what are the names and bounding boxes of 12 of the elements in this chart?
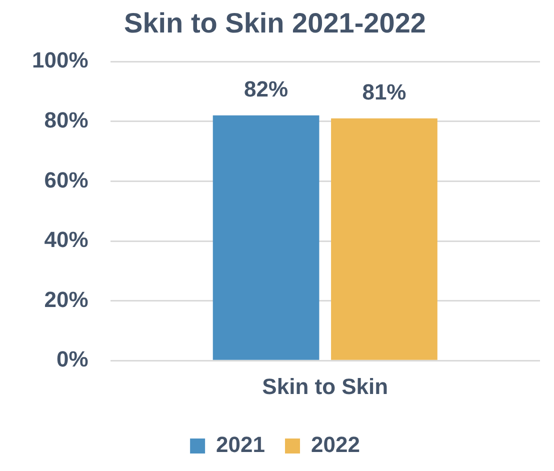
chart-title: Skin to Skin 2021-2022: [124, 8, 426, 39]
legend-label: 2022: [311, 432, 360, 458]
y-tick-label: 40%: [44, 227, 88, 252]
data-label: 82%: [244, 76, 288, 102]
y-tick-label: 80%: [44, 107, 88, 132]
data-label: 81%: [362, 79, 406, 104]
y-tick-label: 60%: [44, 167, 88, 192]
x-tick-label: Skin to Skin: [262, 374, 388, 399]
y-tick-label: 0%: [56, 346, 88, 372]
y-tick-label: 100%: [32, 48, 88, 73]
y-tick-label: 20%: [44, 286, 88, 312]
legend-label: 2021: [216, 432, 266, 458]
